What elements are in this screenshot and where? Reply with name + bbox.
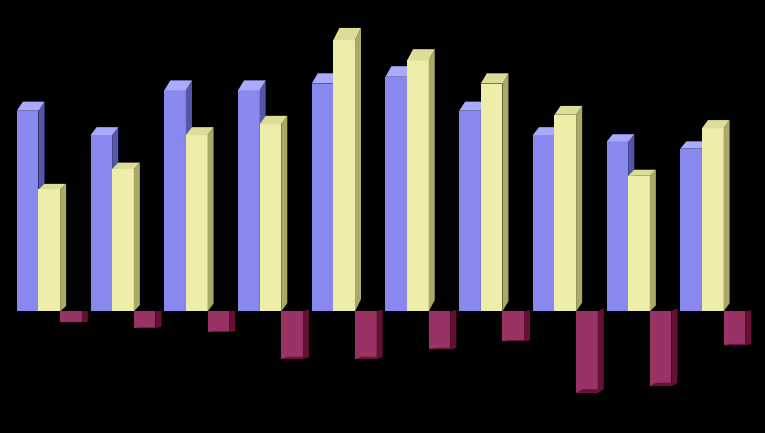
Bar (17, 111, 38, 311)
Bar (207, 311, 230, 332)
Bar (724, 311, 745, 346)
Polygon shape (155, 311, 161, 328)
Bar (628, 176, 649, 311)
Polygon shape (60, 184, 66, 311)
Polygon shape (724, 120, 730, 311)
Bar (186, 135, 207, 311)
Bar (407, 61, 428, 311)
Polygon shape (607, 134, 634, 142)
Polygon shape (628, 134, 634, 311)
Polygon shape (480, 102, 487, 311)
Polygon shape (164, 81, 192, 90)
Polygon shape (303, 309, 309, 359)
Polygon shape (82, 311, 88, 322)
Polygon shape (259, 116, 288, 124)
Bar (576, 311, 597, 393)
Polygon shape (597, 308, 604, 393)
Bar (334, 40, 355, 311)
Polygon shape (134, 327, 161, 328)
Bar (702, 128, 724, 311)
Polygon shape (555, 127, 561, 311)
Polygon shape (576, 389, 604, 393)
Polygon shape (311, 73, 340, 84)
Bar (555, 115, 576, 311)
Polygon shape (503, 73, 509, 311)
Polygon shape (230, 310, 235, 332)
Polygon shape (17, 102, 44, 111)
Bar (311, 84, 334, 311)
Polygon shape (702, 141, 708, 311)
Polygon shape (407, 66, 413, 311)
Polygon shape (459, 102, 487, 111)
Polygon shape (207, 127, 213, 311)
Polygon shape (186, 81, 192, 311)
Polygon shape (672, 308, 678, 386)
Polygon shape (407, 49, 435, 61)
Polygon shape (355, 28, 361, 311)
Polygon shape (259, 81, 265, 311)
Bar (459, 111, 480, 311)
Bar (60, 311, 82, 322)
Polygon shape (649, 383, 678, 386)
Polygon shape (724, 344, 751, 346)
Polygon shape (451, 310, 457, 349)
Polygon shape (186, 127, 213, 135)
Polygon shape (680, 141, 708, 149)
Bar (134, 311, 155, 328)
Polygon shape (745, 310, 751, 346)
Polygon shape (533, 127, 561, 135)
Bar (282, 311, 303, 359)
Polygon shape (282, 357, 309, 359)
Polygon shape (428, 348, 457, 349)
Bar (38, 189, 60, 311)
Polygon shape (524, 310, 530, 341)
Bar (607, 142, 628, 311)
Polygon shape (112, 127, 119, 311)
Polygon shape (576, 106, 582, 311)
Bar (164, 90, 186, 311)
Polygon shape (702, 120, 730, 128)
Bar (649, 311, 672, 386)
Polygon shape (238, 81, 265, 90)
Polygon shape (503, 340, 530, 341)
Polygon shape (282, 116, 288, 311)
Polygon shape (207, 331, 235, 332)
Polygon shape (334, 28, 361, 40)
Polygon shape (112, 163, 140, 169)
Polygon shape (428, 49, 435, 311)
Polygon shape (90, 127, 119, 135)
Polygon shape (386, 66, 413, 77)
Bar (428, 311, 451, 349)
Bar (480, 84, 503, 311)
Bar (259, 124, 282, 311)
Polygon shape (38, 184, 66, 189)
Polygon shape (555, 106, 582, 115)
Bar (386, 77, 407, 311)
Polygon shape (134, 163, 140, 311)
Polygon shape (376, 309, 382, 359)
Bar (238, 90, 259, 311)
Polygon shape (649, 170, 656, 311)
Polygon shape (480, 73, 509, 84)
Bar (680, 149, 702, 311)
Bar (90, 135, 112, 311)
Polygon shape (355, 357, 382, 359)
Polygon shape (38, 102, 44, 311)
Polygon shape (334, 73, 340, 311)
Bar (355, 311, 376, 359)
Bar (503, 311, 524, 341)
Bar (533, 135, 555, 311)
Polygon shape (628, 170, 656, 176)
Bar (112, 169, 134, 311)
